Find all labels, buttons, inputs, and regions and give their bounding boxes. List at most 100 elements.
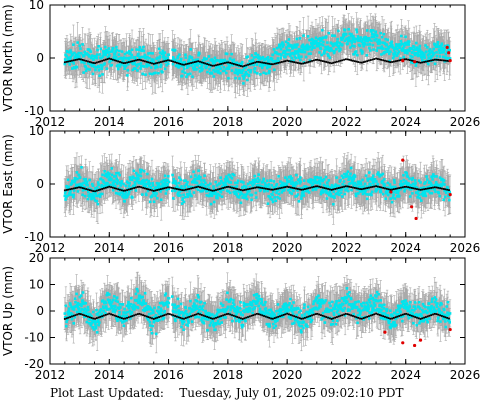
model-point — [79, 58, 82, 61]
x-tick-label: 2024 — [390, 115, 421, 129]
model-point — [209, 64, 212, 67]
observed-point — [206, 70, 209, 74]
observed-point — [332, 44, 335, 48]
observed-point — [282, 43, 285, 46]
observed-point — [400, 42, 404, 46]
observed-point — [134, 67, 137, 71]
observed-point — [98, 74, 101, 78]
observed-point — [405, 42, 409, 46]
observed-point — [152, 71, 156, 75]
observed-point — [317, 38, 320, 41]
observed-point — [96, 48, 99, 52]
observed-point — [403, 49, 406, 52]
observed-point — [133, 61, 136, 65]
model-point — [320, 59, 322, 62]
observed-point — [140, 64, 143, 68]
observed-point — [103, 62, 106, 65]
model-point — [341, 59, 344, 62]
observed-point — [385, 43, 389, 46]
observed-point — [304, 55, 308, 59]
observed-point — [106, 55, 110, 59]
observed-point — [340, 38, 343, 41]
observed-point — [337, 46, 341, 50]
model-point — [446, 59, 449, 62]
model-point — [103, 59, 105, 62]
observed-point — [414, 52, 417, 55]
observed-point — [180, 74, 184, 78]
observed-point — [302, 34, 305, 37]
model-point — [343, 58, 345, 61]
observed-point — [440, 51, 444, 54]
x-tick-label: 2018 — [213, 115, 244, 129]
observed-point — [389, 50, 392, 53]
observed-point — [281, 51, 285, 55]
model-point — [360, 61, 363, 64]
observed-point — [178, 53, 181, 56]
observed-point — [242, 77, 246, 80]
observed-point — [392, 55, 396, 58]
model-point — [90, 61, 93, 64]
observed-point — [428, 48, 432, 51]
observed-point — [235, 61, 238, 64]
model-point — [143, 60, 146, 63]
observed-point — [237, 62, 240, 66]
observed-point — [217, 66, 221, 69]
observed-point — [205, 57, 209, 61]
observed-point — [311, 39, 315, 42]
model-point — [200, 61, 203, 64]
model-point — [289, 60, 292, 63]
observed-point — [122, 60, 125, 64]
observed-point — [311, 43, 314, 47]
observed-point — [126, 62, 130, 66]
observed-point — [215, 59, 219, 62]
model-point — [99, 60, 102, 63]
observed-point — [90, 56, 93, 60]
observed-point — [371, 35, 374, 38]
observed-point — [113, 52, 117, 56]
observed-point — [192, 68, 196, 71]
observed-point — [384, 42, 387, 46]
observed-point — [247, 74, 251, 78]
observed-point — [84, 65, 88, 69]
observed-point — [219, 67, 222, 70]
observed-point — [348, 32, 352, 36]
observed-point — [73, 66, 77, 70]
observed-point — [248, 59, 252, 63]
model-point — [158, 61, 160, 64]
observed-point — [227, 67, 231, 71]
observed-point — [254, 55, 258, 59]
model-point — [307, 61, 310, 63]
observed-point — [151, 52, 154, 55]
model-point — [275, 62, 278, 65]
observed-point — [369, 49, 372, 52]
model-point — [172, 60, 175, 63]
model-point — [314, 59, 317, 61]
observed-point — [188, 55, 192, 58]
observed-point — [320, 53, 323, 57]
observed-point — [266, 64, 269, 67]
model-point — [417, 61, 420, 64]
observed-point — [92, 57, 95, 61]
observed-point — [338, 49, 341, 53]
observed-point — [142, 65, 146, 68]
observed-point — [412, 45, 416, 49]
observed-point — [145, 63, 148, 66]
observed-point — [156, 65, 159, 69]
observed-point — [402, 42, 405, 46]
observed-point — [393, 51, 397, 54]
outlier-point — [401, 59, 405, 63]
model-point — [273, 62, 276, 65]
observed-point — [114, 55, 118, 59]
observed-point — [71, 60, 75, 64]
observed-point — [286, 44, 290, 48]
observed-point — [374, 30, 378, 34]
model-point — [266, 62, 269, 65]
model-point — [207, 63, 210, 66]
model-point — [81, 59, 84, 61]
model-point — [138, 58, 141, 61]
outlier-point — [447, 51, 451, 55]
observed-point — [319, 39, 322, 43]
model-point — [346, 58, 349, 61]
model-point — [124, 62, 127, 64]
observed-point — [432, 47, 435, 51]
